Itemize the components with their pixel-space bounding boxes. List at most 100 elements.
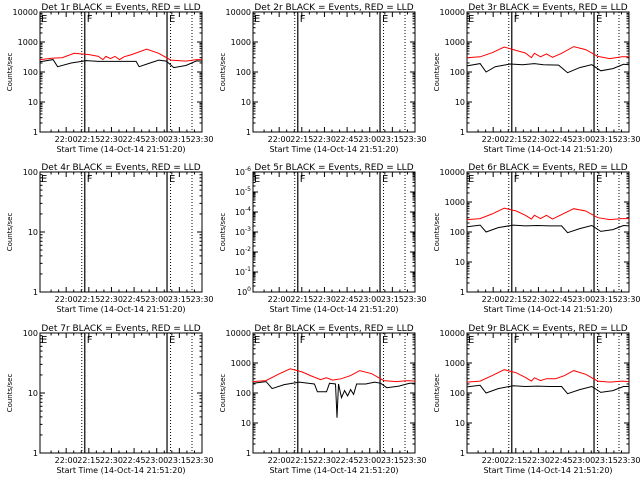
- y-axis-label: Counts/sec: [433, 53, 441, 92]
- chart-panel-1: Det 1r BLACK = Events, RED = LLD 1 10 100 10…: [6, 3, 214, 154]
- plot-frame: [466, 332, 630, 454]
- x-tick-label: 22:15: [290, 135, 313, 144]
- x-axis-label: Start Time (14-Oct-14 21:51:20): [56, 145, 185, 154]
- x-tick-label: 22:15: [504, 135, 527, 144]
- y-tick-label: 1: [33, 449, 38, 458]
- x-axis-label: Start Time (14-Oct-14 21:51:20): [483, 305, 612, 314]
- x-tick-label: 23:15: [595, 135, 618, 144]
- x-axis-label: Start Time (14-Oct-14 21:51:20): [269, 466, 398, 475]
- series-line-lld: [466, 369, 630, 383]
- chart-title: Det 4r BLACK = Events, RED = LLD: [41, 163, 200, 173]
- marker-label: F: [514, 335, 520, 346]
- x-tick-label: 22:00: [268, 456, 291, 465]
- x-tick-label: 22:45: [550, 456, 573, 465]
- x-tick-label: 22:45: [123, 295, 146, 304]
- series-line-lld: [466, 207, 629, 221]
- y-tick-label: 1000: [445, 38, 465, 47]
- x-tick-label: 22:00: [268, 135, 291, 144]
- x-tick-label: 22:15: [77, 456, 100, 465]
- chart-title: Det 5r BLACK = Events, RED = LLD: [254, 163, 413, 173]
- x-tick-label: 22:30: [313, 295, 336, 304]
- chart-panel-8: Det 8r BLACK = Events, RED = LLD 1 10 100 10…: [219, 324, 427, 475]
- x-tick-label: 22:00: [55, 295, 78, 304]
- chart-panel-4: Det 4r BLACK = Events, RED = LLD 1 10 100 Co…: [6, 163, 214, 314]
- x-tick-label: 23:15: [595, 456, 618, 465]
- series-line-lld: [39, 48, 202, 62]
- x-tick-label: 22:30: [313, 456, 336, 465]
- x-tick-label: 23:00: [572, 135, 595, 144]
- marker-label: F: [87, 335, 93, 346]
- x-tick-label: 22:30: [527, 135, 550, 144]
- y-tick-label: 10-1: [235, 266, 251, 277]
- marker-label: E: [468, 14, 474, 25]
- x-tick-label: 23:00: [572, 295, 595, 304]
- x-tick-label: 23:30: [403, 135, 426, 144]
- marker-label: F: [300, 335, 306, 346]
- y-tick-label: 10-2: [235, 246, 251, 257]
- y-tick-label: 1: [33, 128, 38, 137]
- y-tick-label: 1000: [445, 359, 465, 368]
- series-line-lld: [466, 46, 629, 60]
- x-tick-label: 22:45: [550, 295, 573, 304]
- marker-label: E: [41, 174, 47, 185]
- y-tick-label: 1: [33, 288, 38, 297]
- y-tick-label: 10-3: [235, 226, 251, 237]
- y-tick-label: 10: [455, 98, 465, 107]
- y-axis-label: Counts/sec: [6, 374, 14, 413]
- x-tick-label: 22:45: [123, 456, 146, 465]
- plot-frame: [39, 332, 203, 454]
- x-tick-label: 23:30: [617, 135, 640, 144]
- y-tick-label: 1: [460, 128, 465, 137]
- y-tick-label: 10: [28, 389, 38, 398]
- series-line-events: [252, 381, 415, 418]
- y-axis-label: Counts/sec: [6, 213, 14, 252]
- chart-panel-3: Det 3r BLACK = Events, RED = LLD 1 10 100 10…: [433, 3, 640, 154]
- marker-label: E: [382, 14, 388, 25]
- x-tick-label: 23:00: [358, 456, 381, 465]
- x-tick-label: 22:30: [527, 295, 550, 304]
- marker-label: E: [382, 174, 388, 185]
- y-tick-label: 1: [246, 449, 251, 458]
- y-tick-label: 100: [236, 389, 251, 398]
- plot-frame: [252, 171, 416, 293]
- chart-title: Det 9r BLACK = Events, RED = LLD: [468, 324, 627, 334]
- y-axis-label: Counts/sec: [6, 53, 14, 92]
- y-tick-label: 10000: [440, 8, 465, 17]
- x-axis-label: Start Time (14-Oct-14 21:51:20): [269, 305, 398, 314]
- marker-label: E: [169, 335, 175, 346]
- x-tick-label: 23:15: [595, 295, 618, 304]
- y-tick-label: 10000: [13, 8, 38, 17]
- y-tick-label: 1: [246, 128, 251, 137]
- y-tick-label: 1000: [231, 38, 251, 47]
- x-tick-label: 22:00: [482, 456, 505, 465]
- plot-frame: [39, 171, 203, 293]
- y-tick-label: 10000: [440, 168, 465, 177]
- x-tick-label: 22:30: [100, 456, 123, 465]
- y-tick-label: 10: [241, 98, 251, 107]
- marker-label: E: [41, 335, 47, 346]
- chart-title: Det 2r BLACK = Events, RED = LLD: [254, 3, 413, 13]
- x-tick-label: 22:15: [504, 295, 527, 304]
- y-tick-label: 10: [28, 98, 38, 107]
- x-tick-label: 22:45: [123, 135, 146, 144]
- y-tick-label: 10-6: [235, 166, 251, 177]
- x-tick-label: 22:15: [77, 295, 100, 304]
- x-tick-label: 22:30: [100, 295, 123, 304]
- x-tick-label: 23:00: [358, 295, 381, 304]
- y-tick-label: 100: [450, 389, 465, 398]
- y-tick-label: 100: [236, 68, 251, 77]
- x-tick-label: 22:15: [290, 456, 313, 465]
- x-tick-label: 22:45: [336, 135, 359, 144]
- y-tick-label: 100: [23, 168, 38, 177]
- chart-title: Det 8r BLACK = Events, RED = LLD: [254, 324, 413, 334]
- y-tick-label: 10000: [440, 329, 465, 338]
- x-tick-label: 22:15: [290, 295, 313, 304]
- y-tick-label: 10-5: [235, 186, 251, 197]
- y-tick-label: 1: [460, 449, 465, 458]
- marker-label: F: [87, 14, 93, 25]
- x-axis-label: Start Time (14-Oct-14 21:51:20): [483, 466, 612, 475]
- x-tick-label: 22:15: [504, 456, 527, 465]
- y-tick-label: 10: [28, 228, 38, 237]
- x-axis-label: Start Time (14-Oct-14 21:51:20): [269, 145, 398, 154]
